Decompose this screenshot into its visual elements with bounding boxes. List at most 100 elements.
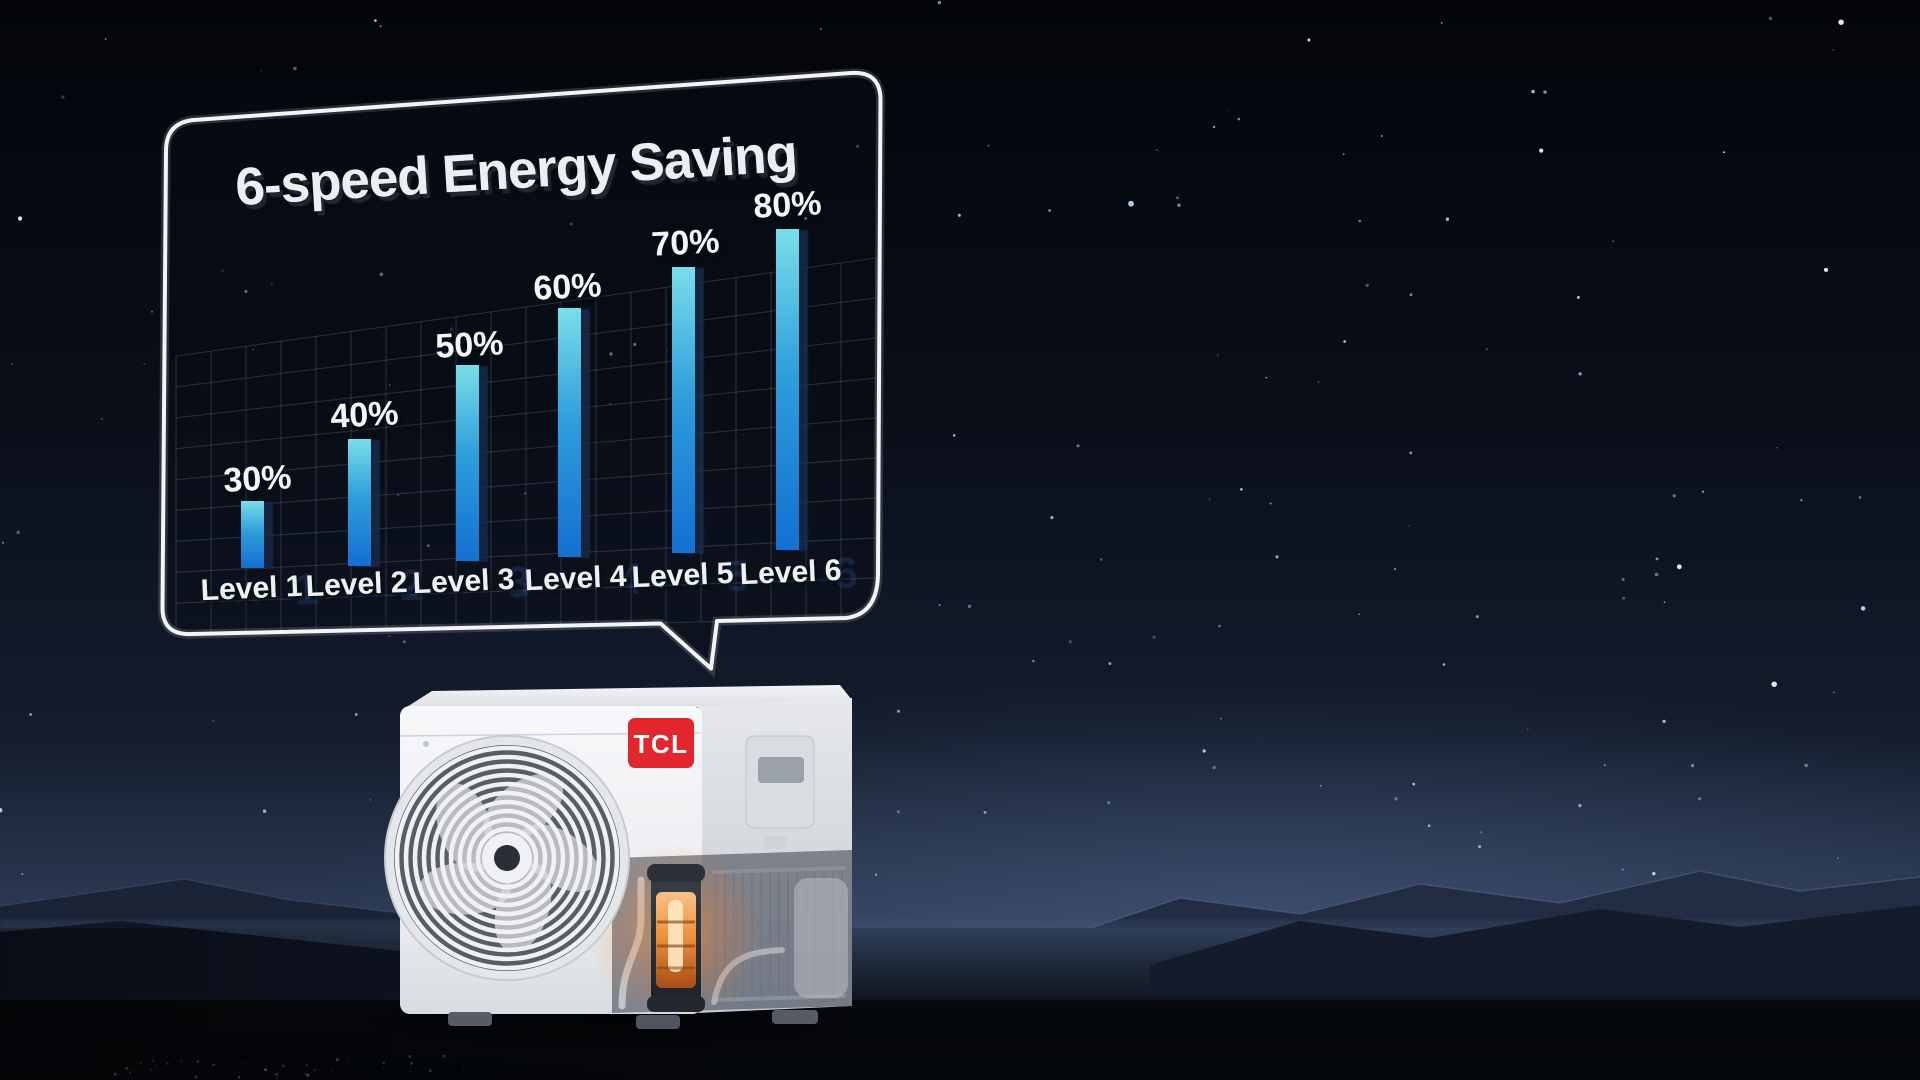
star bbox=[1275, 555, 1279, 559]
star bbox=[1032, 659, 1035, 663]
sparkle bbox=[305, 1063, 308, 1067]
star bbox=[1701, 490, 1705, 493]
star bbox=[1218, 624, 1221, 628]
bar-category-label: Level 5 bbox=[631, 557, 734, 594]
star bbox=[1269, 502, 1272, 505]
star bbox=[1475, 615, 1479, 619]
grid-line-horizontal bbox=[175, 457, 877, 511]
bar-category-label: Level 6 bbox=[739, 554, 842, 591]
star bbox=[1227, 109, 1230, 112]
star bbox=[212, 720, 215, 722]
star bbox=[1576, 295, 1580, 299]
bar-level-2 bbox=[348, 439, 371, 566]
star bbox=[1543, 90, 1547, 94]
compressor-core-glow bbox=[668, 900, 683, 972]
sparkle bbox=[208, 1069, 211, 1072]
grille-ring bbox=[430, 781, 584, 935]
sparkle bbox=[382, 1067, 385, 1069]
star bbox=[983, 810, 987, 814]
star bbox=[293, 66, 297, 71]
bar-value-labels: 30% 40% 50% 60% 70% 80% bbox=[222, 184, 822, 500]
star bbox=[104, 38, 107, 40]
star bbox=[987, 144, 990, 147]
star bbox=[1440, 21, 1443, 24]
star bbox=[1108, 661, 1112, 666]
star bbox=[1343, 340, 1347, 343]
ground-sparkle-texture bbox=[113, 1054, 465, 1079]
ground-side-fade bbox=[0, 928, 1920, 1080]
star bbox=[16, 530, 20, 535]
star bbox=[1427, 824, 1431, 828]
star bbox=[1212, 125, 1216, 129]
sparkle bbox=[281, 1064, 285, 1068]
star bbox=[0, 808, 3, 813]
star bbox=[1621, 577, 1625, 582]
star bbox=[1612, 240, 1615, 243]
bar-value-label: 80% bbox=[752, 184, 822, 226]
sparkle bbox=[254, 1069, 257, 1071]
star bbox=[1208, 498, 1211, 501]
sparkle bbox=[155, 1065, 158, 1068]
sparkle bbox=[358, 1068, 360, 1071]
bar-value-label: 40% bbox=[329, 394, 399, 436]
star bbox=[1365, 283, 1369, 288]
star bbox=[1412, 782, 1416, 786]
sparkle bbox=[276, 1076, 279, 1079]
star bbox=[1409, 451, 1413, 455]
star bbox=[379, 24, 382, 28]
star bbox=[1860, 606, 1866, 611]
mountain-ridge-right-far-rim bbox=[1039, 870, 1920, 946]
sparkle bbox=[125, 1067, 129, 1070]
star bbox=[369, 799, 372, 801]
sparkle bbox=[347, 1057, 349, 1059]
star bbox=[1672, 494, 1676, 498]
sparkle bbox=[152, 1059, 154, 1062]
valve-cover bbox=[745, 735, 815, 849]
star bbox=[1698, 797, 1702, 801]
sparkle bbox=[349, 1060, 351, 1062]
star bbox=[1202, 749, 1206, 753]
sparkle bbox=[303, 1072, 307, 1076]
star bbox=[11, 363, 13, 365]
star bbox=[1394, 797, 1398, 801]
ghost-numeral: 2 bbox=[398, 560, 425, 610]
star bbox=[1068, 640, 1072, 644]
star bbox=[1603, 764, 1606, 766]
grille-ring bbox=[421, 772, 593, 944]
grille-ring bbox=[394, 745, 620, 971]
sparkle bbox=[212, 1063, 215, 1067]
bar-value-label: 50% bbox=[434, 324, 504, 366]
star bbox=[21, 873, 24, 876]
star bbox=[1838, 19, 1844, 25]
star bbox=[1485, 348, 1488, 351]
ghost-numeral: 5 bbox=[724, 551, 751, 601]
star bbox=[1107, 800, 1111, 805]
star bbox=[1317, 380, 1320, 384]
star bbox=[1393, 567, 1397, 571]
star bbox=[1156, 149, 1158, 151]
star bbox=[1804, 763, 1808, 768]
star bbox=[1663, 601, 1666, 604]
star bbox=[1531, 89, 1535, 94]
star bbox=[1621, 868, 1624, 871]
star bbox=[1823, 267, 1829, 272]
sparkle bbox=[166, 1062, 169, 1065]
star bbox=[388, 635, 391, 638]
ghost-numeral: 1 bbox=[293, 564, 320, 614]
sparkle bbox=[133, 1068, 136, 1072]
grille-ring bbox=[439, 790, 575, 926]
star bbox=[1128, 200, 1134, 207]
sparkle bbox=[410, 1061, 414, 1065]
bar-category-label: Level 1 bbox=[200, 570, 303, 607]
ac-unit: TCL bbox=[345, 685, 915, 1049]
grille-ring bbox=[412, 763, 602, 953]
ghost-numerals: 1 2 3 4 5 6 bbox=[293, 548, 859, 614]
star bbox=[1654, 572, 1659, 577]
star bbox=[100, 417, 104, 421]
star bbox=[897, 709, 900, 713]
star bbox=[1833, 691, 1835, 694]
star bbox=[967, 604, 972, 609]
star bbox=[354, 712, 358, 716]
star bbox=[1691, 764, 1694, 768]
